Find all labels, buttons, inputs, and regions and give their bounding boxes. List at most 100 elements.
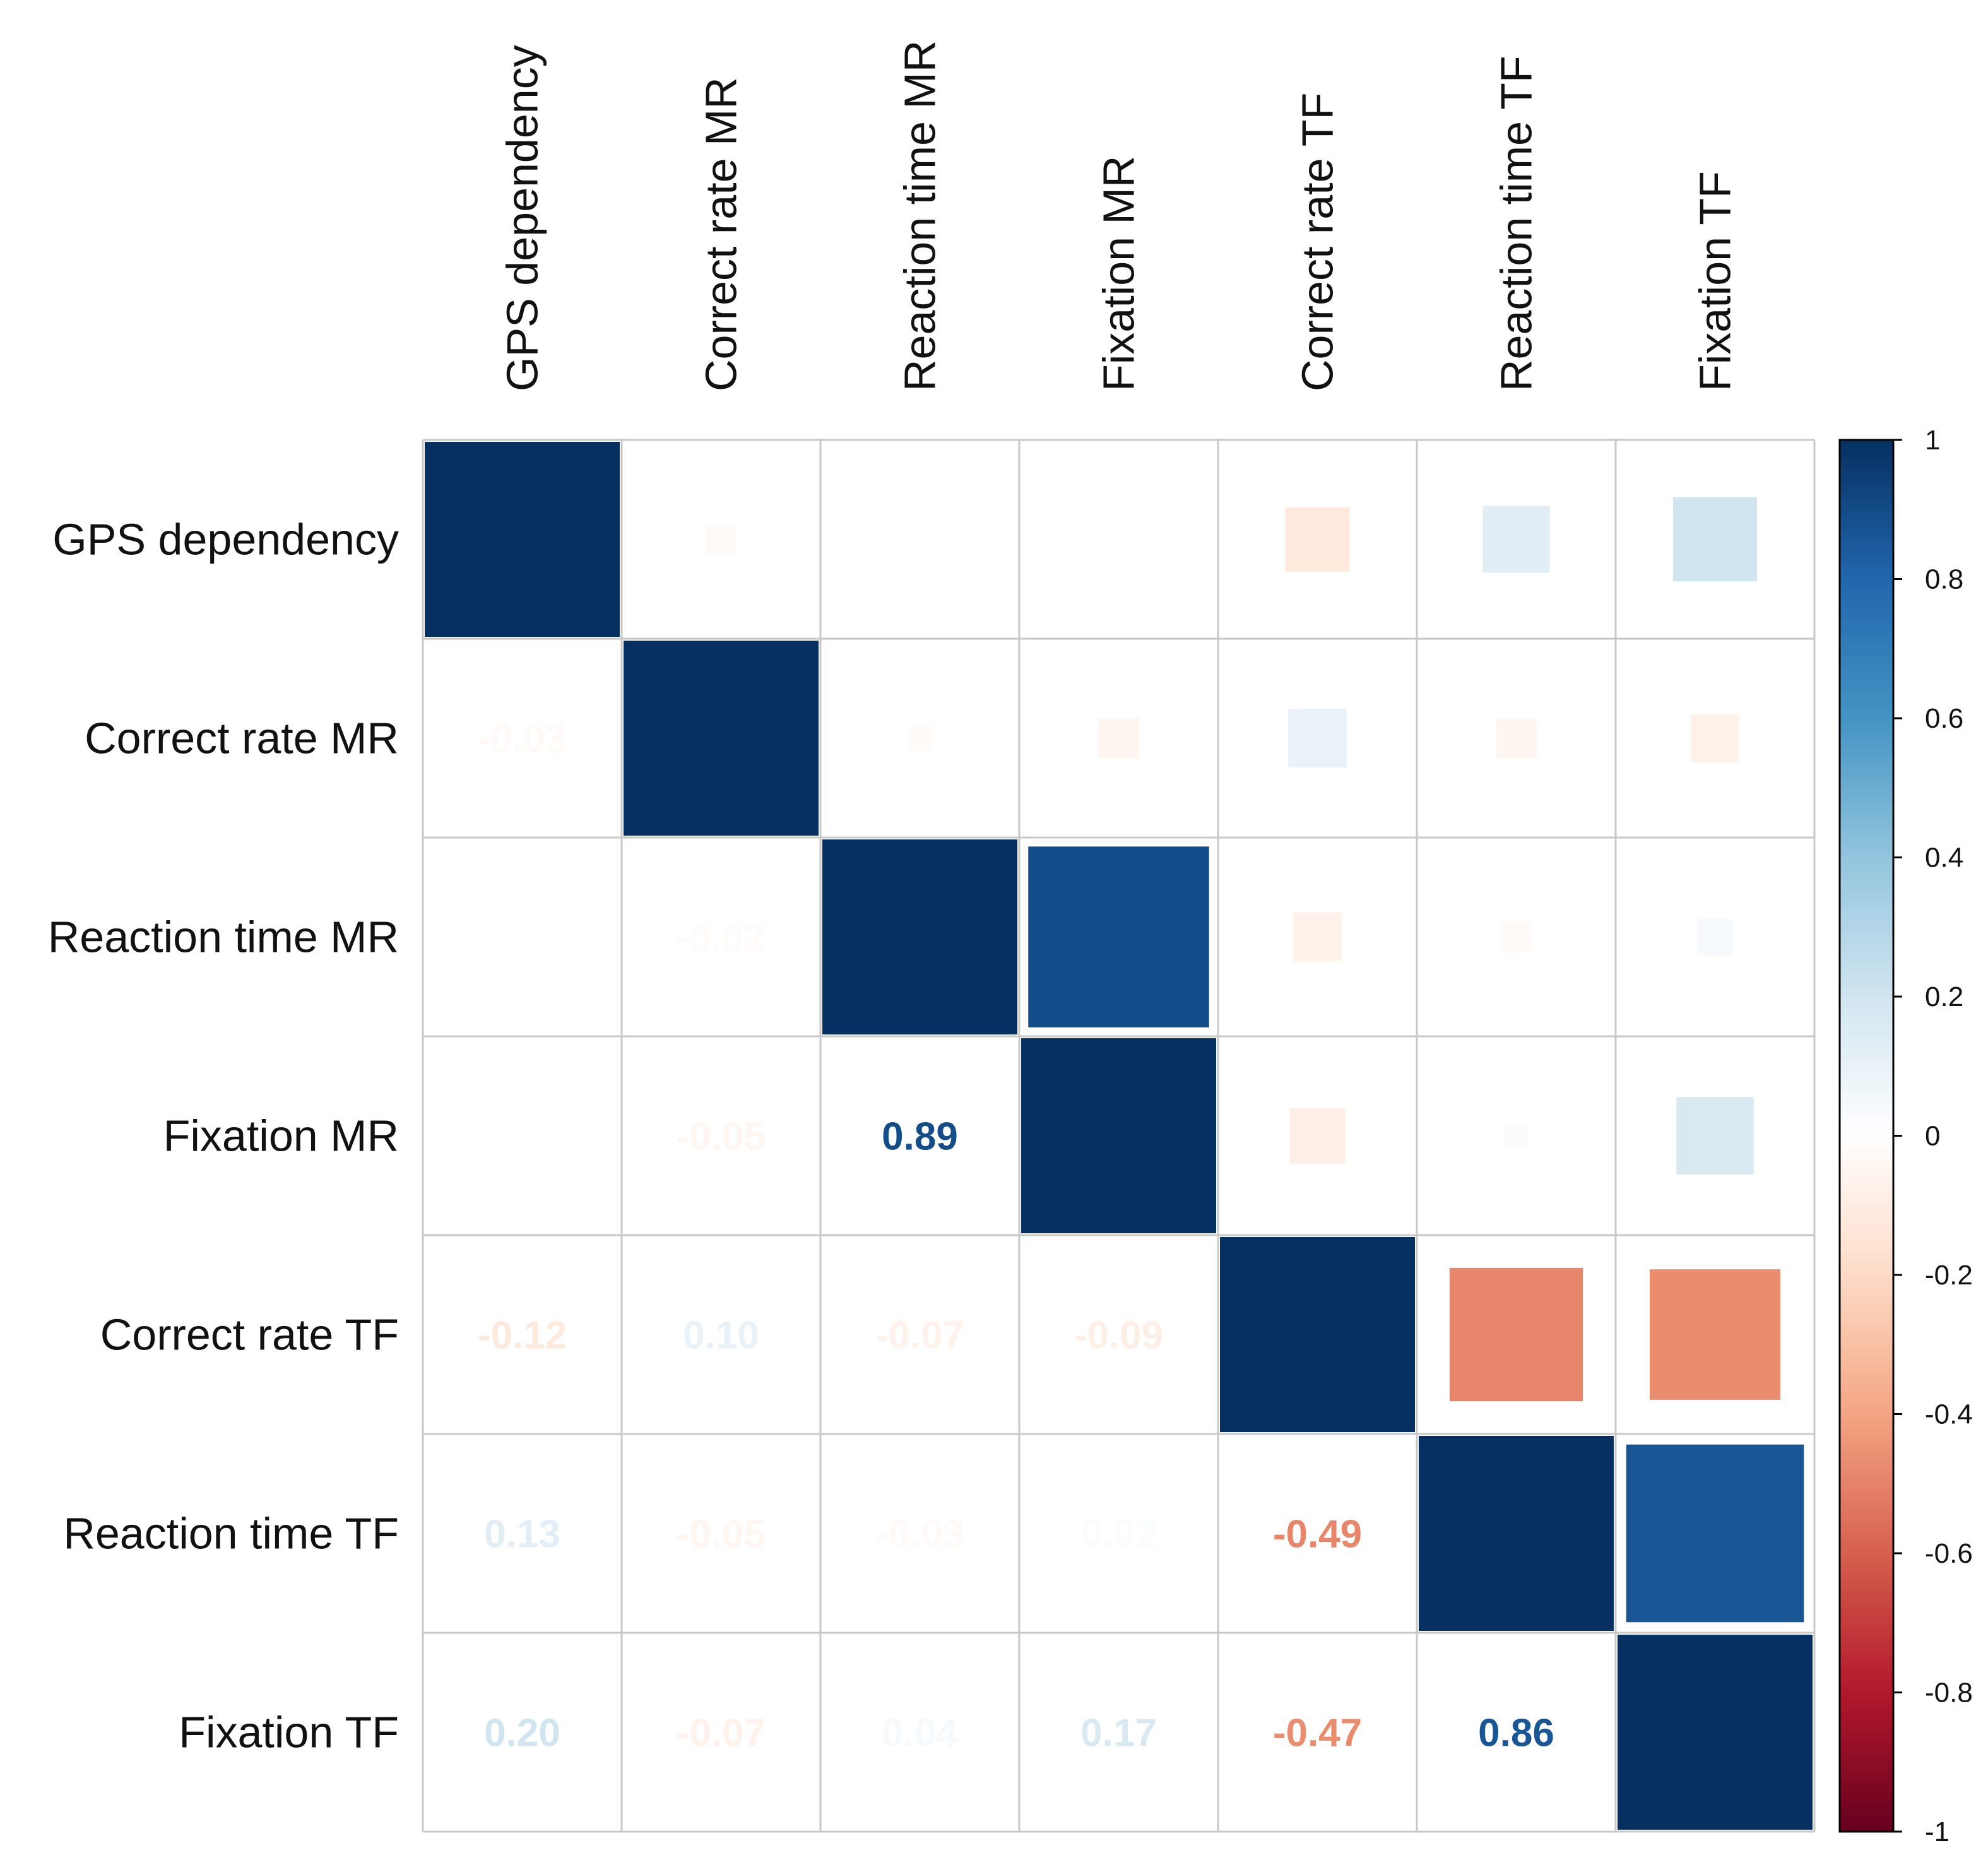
matrix-grid [422,439,1816,1833]
coef-6-3: 0.17 [1080,1712,1157,1755]
row-label-4: Correct rate TF [100,1310,399,1359]
colorbar-tick-label: -1 [1925,1816,1950,1847]
square-6-6 [1618,1635,1813,1830]
coef-3-1: -0.05 [677,1115,766,1159]
colorbar-tick-label: 0 [1925,1121,1940,1152]
cell-bg-3-2 [820,1036,1019,1235]
column-labels: GPS dependency Correct rate MR Reaction ti… [498,40,1740,391]
square-2-3 [1025,843,1212,1031]
square-0-5 [1479,502,1553,576]
col-label-2: Reaction time MR [896,40,945,391]
col-label-4: Correct rate TF [1293,93,1342,391]
square-5-6 [1623,1441,1808,1626]
coef-6-5: 0.86 [1478,1712,1554,1755]
square-3-3 [1021,1038,1216,1233]
square-2-4 [1290,909,1345,964]
coef-6-0: 0.20 [484,1712,560,1755]
coef-4-1: 0.10 [683,1314,759,1358]
square-1-4 [1285,706,1350,771]
coef-1-0: -0.03 [478,718,567,761]
row-labels: GPS dependency Correct rate MR Reaction ti… [48,515,399,1757]
cell-bg-5-0 [423,1434,622,1633]
cell-bg-4-2 [820,1235,1019,1434]
cell-bg-5-2 [820,1434,1019,1633]
colorbar-tick-label: -0.4 [1925,1399,1973,1430]
cell-bg-6-4 [1218,1633,1417,1832]
square-4-6 [1647,1266,1784,1403]
square-0-0 [425,442,620,637]
coef-5-4: -0.49 [1273,1513,1362,1556]
cell-bg-4-0 [423,1235,622,1434]
correlation-squares [425,442,1813,1830]
square-1-2 [904,723,935,754]
cell-bg-0-2 [820,440,1019,639]
cell-bg-5-1 [622,1434,820,1633]
correlation-numbers: -0.03 0.00 -0.02 0.01 -0.05 0.89 -0.12 0.10 -0.0… [478,718,1554,1755]
cell-bg-2-1 [622,838,820,1036]
colorbar-tick-label: 0.8 [1925,564,1963,595]
cell-bg-6-0 [423,1633,622,1832]
col-label-0: GPS dependency [498,45,547,391]
square-3-5 [1501,1120,1532,1151]
square-0-4 [1282,504,1353,575]
square-1-6 [1688,711,1742,766]
coef-5-0: 0.13 [484,1513,560,1556]
col-label-5: Reaction time TF [1492,56,1541,391]
cell-bg-2-0 [423,838,622,1036]
square-4-5 [1446,1264,1587,1405]
square-1-1 [624,641,819,836]
coef-3-0: 0.01 [484,1115,560,1159]
coef-6-1: -0.07 [677,1712,766,1755]
colorbar-tick-label: -0.2 [1925,1260,1973,1291]
colorbar-tick-label: -0.6 [1925,1538,1973,1569]
coef-3-2: 0.89 [882,1115,958,1159]
cell-bg-4-1 [622,1235,820,1434]
row-label-2: Reaction time MR [48,913,399,962]
coef-6-2: 0.04 [882,1712,958,1755]
cell-bg-3-0 [423,1036,622,1235]
colorbar-tick-label: 0.2 [1925,981,1963,1012]
row-label-1: Correct rate MR [85,714,399,763]
cell-bg-5-3 [1019,1434,1218,1633]
square-0-6 [1669,494,1761,585]
square-1-5 [1493,714,1540,762]
cell-bg-4-3 [1019,1235,1218,1434]
col-label-1: Correct rate MR [697,77,746,391]
colorbar-tick-label: 1 [1925,425,1940,456]
square-5-5 [1419,1436,1614,1631]
coef-2-1: -0.02 [677,916,766,960]
cell-bg-1-0 [423,639,622,838]
coef-2-0: 0.00 [484,916,560,960]
square-2-6 [1694,916,1736,958]
col-label-3: Fixation MR [1094,156,1144,391]
col-label-6: Fixation TF [1691,171,1740,391]
coef-6-4: -0.47 [1273,1712,1362,1755]
square-4-4 [1220,1237,1415,1432]
cell-bg-3-1 [622,1036,820,1235]
colorbar: 1 0.8 0.6 0.4 0.2 0 -0.2 -0.4 -0.6 -0.8 -1 [1838,425,1973,1847]
cell-bg-5-4 [1218,1434,1417,1633]
coef-4-2: -0.07 [875,1314,964,1358]
cell-bg-6-2 [820,1633,1019,1832]
square-2-5 [1498,918,1535,956]
colorbar-tick-label: 0.4 [1925,843,1963,874]
coef-5-2: -0.03 [875,1513,964,1556]
row-label-3: Fixation MR [163,1111,399,1161]
cell-bg-0-3 [1019,440,1218,639]
square-2-2 [822,839,1017,1034]
square-1-3 [1095,714,1142,762]
row-label-5: Reaction time TF [63,1509,399,1558]
colorbar-tick-label: 0.6 [1925,703,1963,734]
cell-bg-6-1 [622,1633,820,1832]
cell-bg-6-3 [1019,1633,1218,1832]
colorbar-gradient [1838,439,1895,1833]
cell-bg-6-5 [1417,1633,1616,1832]
square-3-4 [1286,1105,1349,1167]
coef-4-0: -0.12 [478,1314,567,1358]
coef-4-3: -0.09 [1074,1314,1163,1358]
square-0-1 [702,521,740,558]
coef-5-3: 0.02 [1080,1513,1157,1556]
row-label-0: GPS dependency [52,515,399,564]
row-label-6: Fixation TF [179,1708,399,1757]
